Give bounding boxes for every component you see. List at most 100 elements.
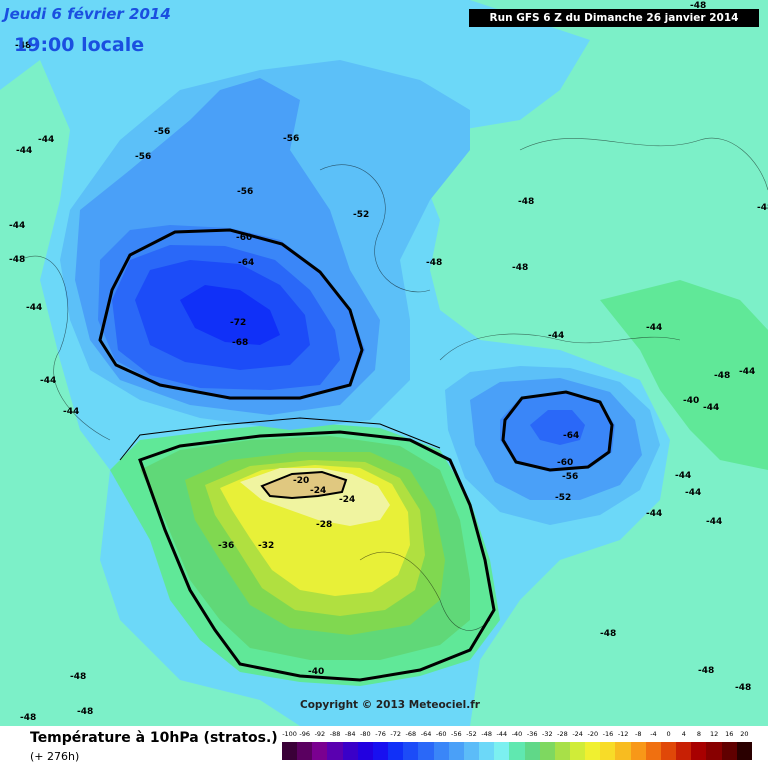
coastline-arctic	[319, 164, 431, 293]
contour-label: -44	[38, 135, 54, 145]
contour-label: -48	[690, 1, 706, 11]
legend-tick-labels: -100 -96 -92 -88 -84 -80 -76 -72 -68 -64 -60 -56 -52…	[282, 730, 752, 740]
contour-minus40	[138, 430, 496, 682]
forecast-offset: (+ 276h)	[30, 750, 80, 763]
legend-tick: -88	[329, 730, 341, 738]
legend-tick: -16	[602, 730, 614, 738]
legend-swatch	[418, 742, 434, 760]
legend-swatch	[479, 742, 495, 760]
contour-label: -56	[135, 152, 151, 162]
legend-tick: 0	[666, 730, 671, 738]
contour-band-minus40-east	[600, 280, 768, 470]
contour-label: -32	[258, 541, 274, 551]
legend-swatch	[585, 742, 601, 760]
coastline-north	[519, 137, 768, 191]
legend-swatch	[600, 742, 616, 760]
contour-label: -28	[316, 520, 332, 530]
legend-swatch	[691, 742, 707, 760]
legend-swatch	[660, 742, 677, 760]
contour-label: -20	[293, 476, 309, 486]
contour-label: -44	[685, 488, 701, 498]
temperature-map: -44 -44 -44 -48 -44 -44 -44 -48 -48 -48 -56 -56 -56 -…	[0, 0, 768, 726]
contour-label: -64	[563, 431, 579, 441]
legend-swatch	[524, 742, 540, 760]
legend-swatch	[645, 742, 661, 760]
contour-label: -44	[16, 146, 32, 156]
contour-label: -48	[714, 371, 730, 381]
legend-tick: -32	[542, 730, 553, 738]
contour-label: -44	[9, 221, 25, 231]
legend-tick: -12	[617, 730, 629, 738]
contour-label: -44	[26, 303, 42, 313]
contour-band-minus44-west	[0, 60, 300, 726]
legend-tick: -8	[635, 730, 642, 738]
run-info: Run GFS 6 Z du Dimanche 26 janvier 2014	[469, 9, 759, 27]
footer-title: Température à 10hPa (stratos.)	[30, 730, 278, 746]
valid-date: Jeudi 6 février 2014	[4, 5, 171, 23]
legend-swatch	[448, 742, 464, 760]
coastline-europe	[359, 551, 491, 631]
legend-swatch	[509, 742, 525, 760]
contour-label: -68	[232, 338, 248, 348]
contour-label: -44	[646, 323, 662, 333]
legend-tick: 20	[740, 730, 749, 738]
legend-tick: -36	[526, 730, 538, 738]
contour-label: -44	[63, 407, 79, 417]
legend-swatch	[312, 742, 328, 760]
legend-swatch	[433, 742, 449, 760]
contour-label: -72	[230, 318, 246, 328]
legend-swatch	[706, 742, 722, 760]
valid-time: 19:00 locale	[14, 34, 145, 56]
legend-tick: -76	[375, 730, 386, 738]
legend-tick: -28	[557, 730, 568, 738]
contour-label: -44	[675, 471, 691, 481]
legend-tick: -24	[572, 730, 583, 738]
map-canvas: -44 -44 -44 -48 -44 -44 -44 -48 -48 -48 -56 -56 -56 -…	[0, 0, 768, 726]
contour-label: -24	[310, 486, 326, 496]
contour-label: -48	[757, 203, 768, 213]
contour-band-minus72-west	[180, 285, 280, 345]
legend-swatch	[630, 742, 646, 760]
legend-swatch	[342, 742, 358, 760]
legend-swatch	[615, 742, 631, 760]
legend-tick: 8	[696, 730, 701, 738]
contour-label: -44	[646, 509, 662, 519]
legend-tick: -4	[650, 730, 657, 738]
contour-label: -48	[9, 255, 25, 265]
legend-tick: 4	[681, 730, 686, 738]
legend-tick: -60	[435, 730, 447, 738]
contour-label: -56	[154, 127, 170, 137]
legend-swatch	[721, 742, 737, 760]
legend-tick: -72	[390, 730, 402, 738]
contour-label: -44	[706, 517, 722, 527]
legend-tick: -80	[360, 730, 371, 738]
contour-minus60-east	[501, 390, 614, 472]
contour-label: -48	[70, 672, 86, 682]
coastline-west	[19, 255, 111, 441]
contour-minus20	[260, 470, 348, 500]
legend-color-bar	[282, 742, 752, 760]
contour-band-minus64-east	[530, 410, 585, 445]
legend-swatch	[327, 742, 343, 760]
legend-swatch	[463, 742, 480, 760]
contour-minus36	[119, 417, 441, 461]
coastlines	[19, 137, 768, 631]
legend-swatch	[388, 742, 404, 760]
legend-tick: -56	[451, 730, 462, 738]
coastline-east	[439, 333, 681, 361]
legend-tick: 12	[709, 730, 719, 738]
legend-swatch	[554, 742, 570, 760]
contour-label: -44	[548, 331, 564, 341]
legend-swatch	[403, 742, 419, 760]
contour-label: -52	[555, 493, 571, 503]
contour-minus60-west	[98, 228, 364, 400]
contour-label: -48	[15, 41, 31, 51]
legend-tick: -84	[344, 730, 356, 738]
contour-label: -60	[557, 458, 573, 468]
contour-label: -52	[353, 210, 369, 220]
legend-swatch	[372, 742, 389, 760]
contour-label: -56	[237, 187, 253, 197]
legend-swatch	[736, 742, 752, 760]
contour-label: -48	[77, 707, 93, 717]
contour-label: -36	[218, 541, 234, 551]
